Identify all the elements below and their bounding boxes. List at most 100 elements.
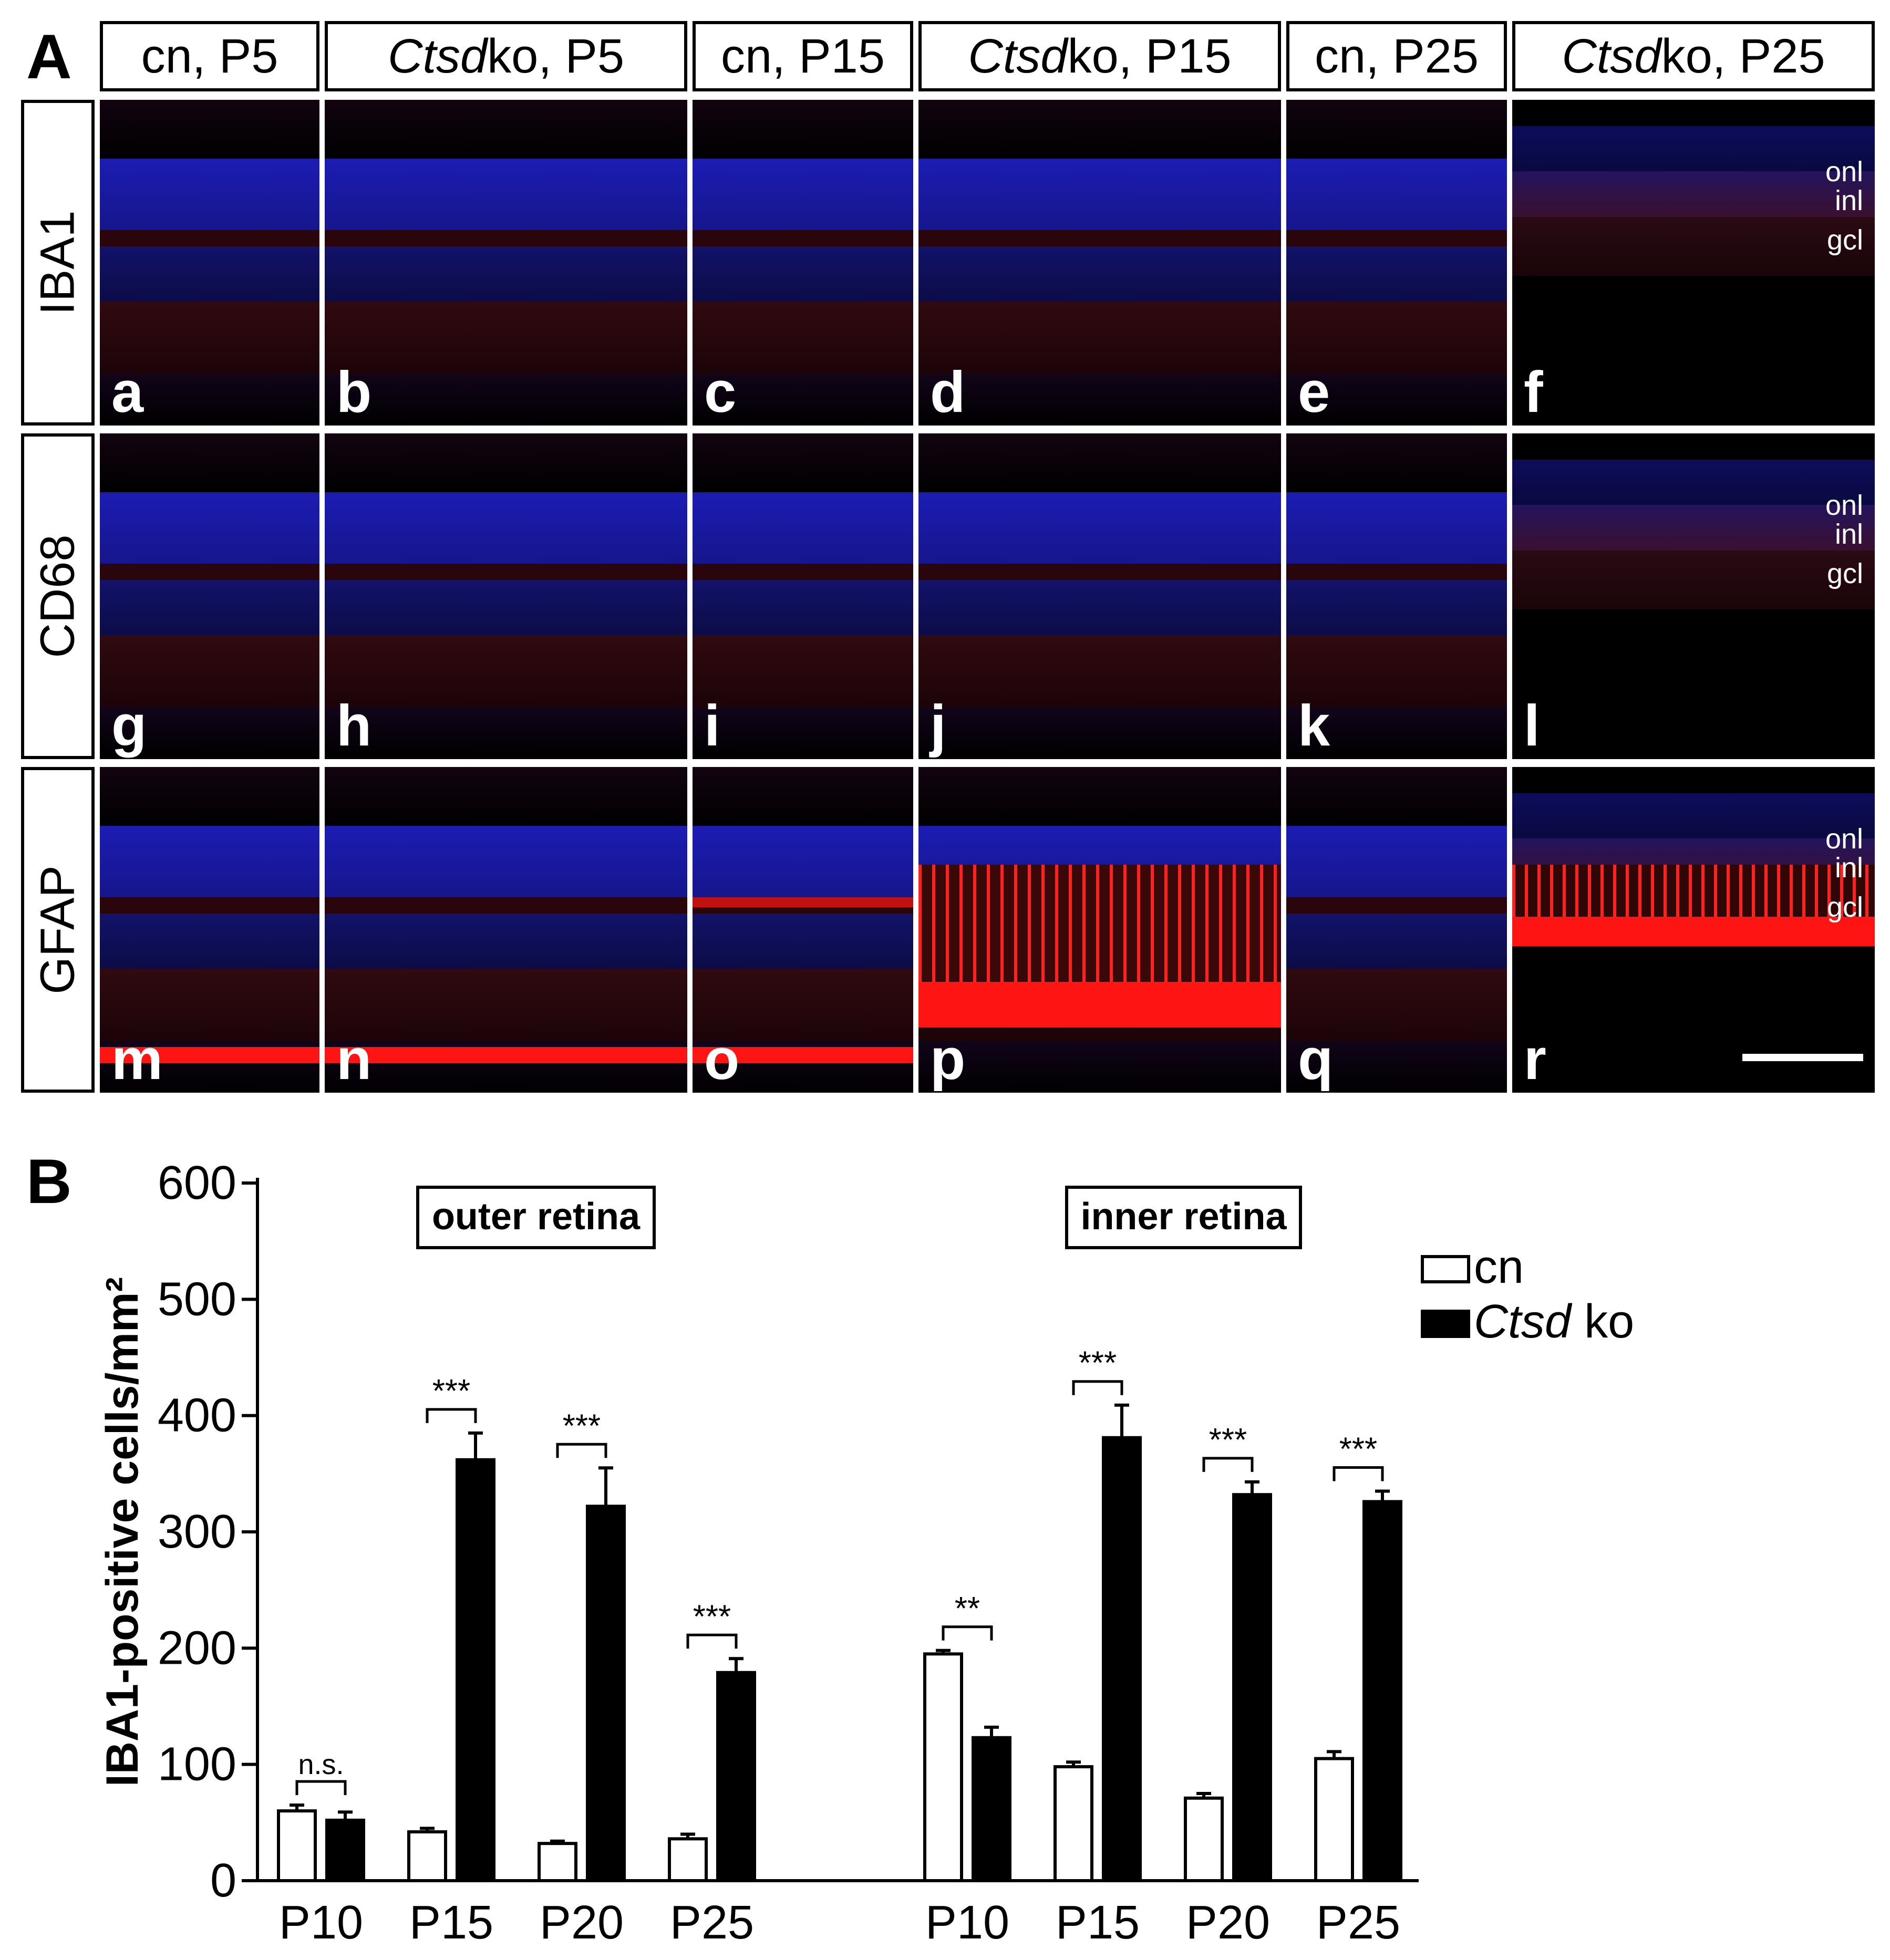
group-title-2: inner retina [1080,1196,1287,1238]
y-tick-label: 200 [158,1622,236,1674]
column-header-2: Ctsd ko, P5 [325,21,687,91]
group-title-box-1 [416,1186,656,1249]
layer-label-onl: onl [1825,156,1863,188]
group-title-1: outer retina [432,1196,641,1238]
y-tick-label: 500 [158,1273,236,1325]
bar-ko-p15 [1102,1436,1142,1882]
layer-label-inl: inl [1834,518,1863,550]
bar-cn-p20 [538,1842,577,1883]
panel-b-label: B [26,1146,72,1217]
micrograph-panel-r: r onl inl gcl [1512,767,1875,1093]
layer-label-onl: onl [1825,490,1863,521]
panel-letter-b: b [336,360,372,424]
micrograph-panel-j: j [918,433,1281,759]
panel-letter-f: f [1524,360,1543,424]
y-axis-label: IBA1-positive cells/mm² [97,1277,148,1787]
layer-label-gcl: gcl [1826,558,1863,589]
micrograph-panel-o: o [693,767,913,1093]
panel-letter-r: r [1524,1027,1546,1092]
panel-letter-j: j [930,693,946,758]
micrograph-panel-k: k [1286,433,1507,759]
panel-letter-h: h [336,693,372,758]
panel-letter-m: m [111,1027,163,1092]
row-header-cd68: CD68 [21,433,95,759]
panel-letter-k: k [1298,693,1330,758]
row-header-iba1: IBA1 [21,100,95,426]
micrograph-panel-c: c [693,100,913,426]
significance-label: *** [693,1599,731,1635]
bar-ko-p10 [972,1736,1011,1882]
bar-cn-p25 [668,1837,708,1882]
significance-bracket [1333,1466,1384,1481]
panel-letter-g: g [111,693,147,758]
significance-bracket [1202,1457,1254,1472]
significance-bracket [426,1408,477,1423]
legend-label-cn: cn [1474,1241,1524,1293]
micrograph-panel-b: b [325,100,687,426]
micrograph-panel-e: e [1286,100,1507,426]
x-tick-label: P15 [1056,1896,1140,1949]
significance-label: ** [955,1591,980,1627]
layer-label-gcl: gcl [1826,224,1863,256]
column-header-5: cn, P25 [1286,21,1507,91]
panel-letter-i: i [704,693,720,758]
layer-label-inl: inl [1834,852,1863,884]
panel-letter-o: o [704,1027,740,1092]
bar-cn-p10 [277,1809,317,1882]
x-tick-label: P20 [540,1896,624,1949]
bar-ko-p25 [716,1671,756,1883]
panel-letter-l: l [1524,693,1540,758]
column-header-1: cn, P5 [100,21,319,91]
column-header-3: cn, P15 [693,21,913,91]
panel-letter-q: q [1298,1027,1334,1092]
bar-ko-p20 [1232,1493,1272,1882]
y-tick-label: 400 [158,1389,236,1442]
significance-bracket [295,1780,347,1796]
x-tick-label: P10 [925,1896,1009,1949]
x-tick-label: P25 [1316,1896,1400,1949]
micrograph-panel-m: m [100,767,319,1093]
significance-bracket [556,1443,607,1458]
panel-letter-d: d [930,360,966,424]
panel-letter-p: p [930,1027,966,1092]
legend-swatch-cn [1421,1255,1470,1283]
micrograph-panel-l: l onl inl gcl [1512,433,1875,759]
y-tick-label: 0 [210,1854,236,1907]
micrograph-panel-g: g [100,433,319,759]
panel-letter-e: e [1298,360,1330,424]
bar-ko-p10 [325,1818,365,1882]
bar-cn-p20 [1184,1796,1224,1883]
layer-label-inl: inl [1834,185,1863,216]
column-header-4: Ctsd ko, P15 [918,21,1281,91]
column-header-6: Ctsd ko, P25 [1512,21,1875,91]
legend-label-ko: Ctsd ko [1474,1295,1634,1348]
y-tick-label: 100 [158,1738,236,1791]
x-tick-label: P25 [670,1896,754,1949]
micrograph-panel-f: f onl inl gcl [1512,100,1875,426]
micrograph-panel-h: h [325,433,687,759]
bar-cn-p25 [1314,1757,1354,1882]
y-tick-label: 600 [158,1157,236,1209]
micrograph-panel-n: n [325,767,687,1093]
significance-bracket [1072,1380,1123,1395]
legend-swatch-ko [1421,1310,1470,1338]
bar-ko-p25 [1362,1500,1402,1882]
significance-label: n.s. [298,1749,344,1780]
y-tick-label: 300 [158,1506,236,1558]
significance-bracket [942,1625,993,1641]
panel-letter-a: a [111,360,144,424]
row-header-gfap: GFAP [21,767,95,1093]
significance-label: *** [1079,1345,1117,1382]
bar-cn-p10 [923,1652,963,1883]
panel-letter-n: n [336,1027,372,1092]
bar-cn-p15 [407,1830,447,1883]
bar-ko-p15 [456,1458,495,1882]
micrograph-panel-a: a [100,100,319,426]
group-title-box-2 [1065,1186,1302,1249]
panel-letter-c: c [704,360,737,424]
x-tick-label: P10 [279,1896,363,1949]
panel-a-label: A [26,22,72,92]
scale-bar [1742,1054,1863,1061]
micrograph-panel-d: d [918,100,1281,426]
layer-label-gcl: gcl [1826,891,1863,923]
